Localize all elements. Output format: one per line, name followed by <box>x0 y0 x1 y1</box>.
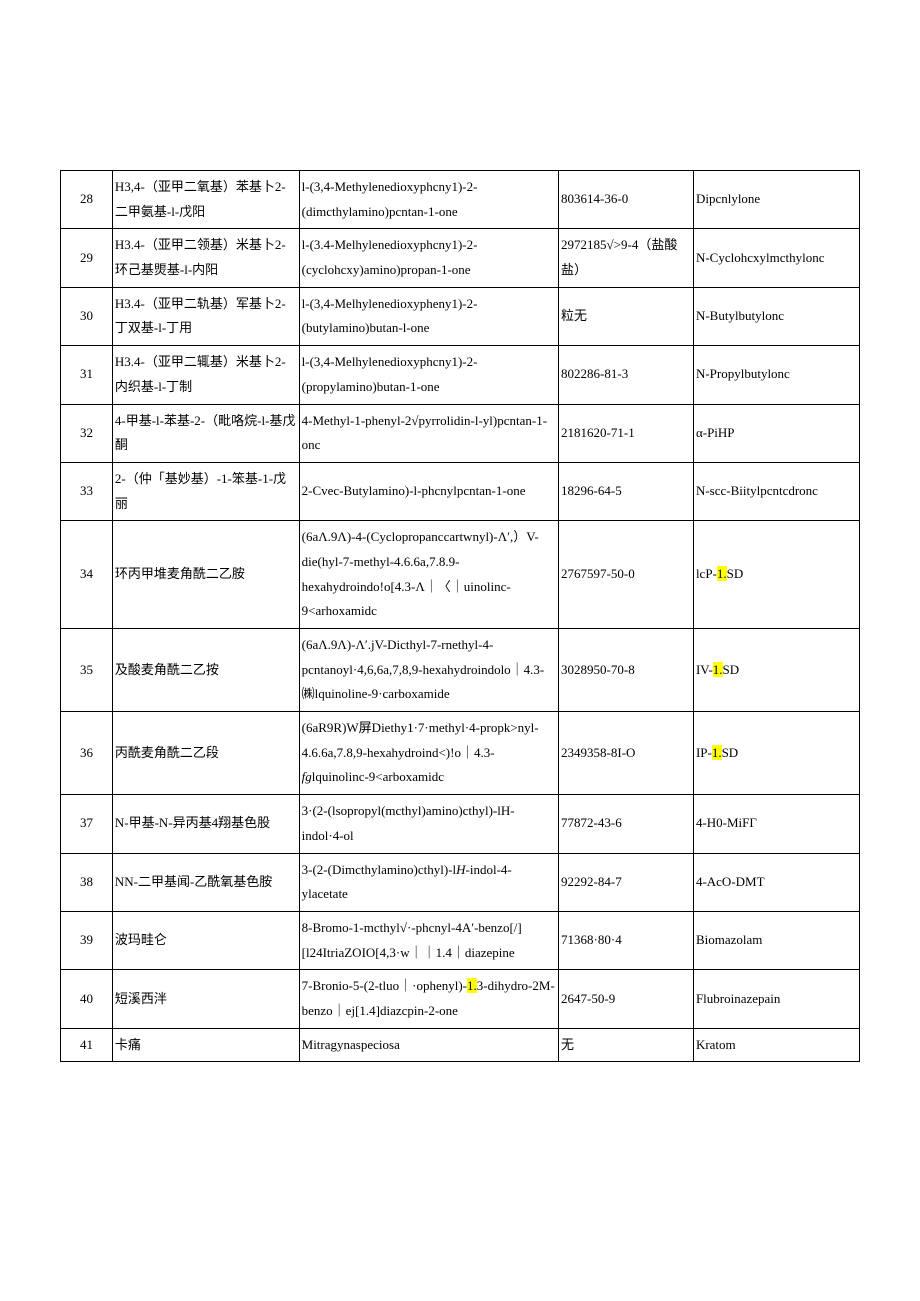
cell-en: 4-Methyl-1-phenyl-2√pyrrolidin-l-yl)pcnt… <box>299 404 558 462</box>
cell-en: l-(3,4-Melhylenedioxypheny1)-2-(butylami… <box>299 287 558 345</box>
cell-en: (6aΛ.9Λ)-Λʹ.jV-Dicthyl-7-rnethyl-4-pcnta… <box>299 629 558 712</box>
table-body: 28 H3,4-（亚甲二氧基）苯基卜2-二甲氨基-l-戊阳 l-(3,4-Met… <box>61 171 860 1062</box>
table-row: 28 H3,4-（亚甲二氧基）苯基卜2-二甲氨基-l-戊阳 l-(3,4-Met… <box>61 171 860 229</box>
cell-cn: 4-甲基-l-苯基-2-（毗咯烷-l-基戊酮 <box>112 404 299 462</box>
cell-cas: 无 <box>559 1028 694 1062</box>
table-row: 41 卡痛 Mitragynaspeciosa 无 Kratom <box>61 1028 860 1062</box>
cell-num: 39 <box>61 911 113 969</box>
page-container: 28 H3,4-（亚甲二氧基）苯基卜2-二甲氨基-l-戊阳 l-(3,4-Met… <box>0 0 920 1301</box>
table-row: 38 NN-二甲基闻-乙酰氧基色胺 3-(2-(Dimcthylamino)ct… <box>61 853 860 911</box>
cell-en: l-(3,4-Melhylenedioxyphcny1)-2-(propylam… <box>299 346 558 404</box>
cell-num: 31 <box>61 346 113 404</box>
cell-common: N-scc-Biitylpcntcdronc <box>693 462 859 520</box>
cell-cn: 及酸麦角酰二乙按 <box>112 629 299 712</box>
table-row: 35 及酸麦角酰二乙按 (6aΛ.9Λ)-Λʹ.jV-Dicthyl-7-rne… <box>61 629 860 712</box>
cell-num: 28 <box>61 171 113 229</box>
cell-num: 33 <box>61 462 113 520</box>
cell-num: 30 <box>61 287 113 345</box>
cell-cas: 3028950-70-8 <box>559 629 694 712</box>
table-row: 39 波玛畦仑 8-Bromo-1-mcthyl√·-phcnyl-4Aʹ-be… <box>61 911 860 969</box>
table-row: 31 H3.4-（亚甲二辄基）米基卜2-内织基-l-丁制 l-(3,4-Melh… <box>61 346 860 404</box>
cell-common: Biomazolam <box>693 911 859 969</box>
cell-cas: 2647-50-9 <box>559 970 694 1028</box>
cell-cas: 803614-36-0 <box>559 171 694 229</box>
cell-num: 37 <box>61 795 113 853</box>
cell-common: Dipcnlylone <box>693 171 859 229</box>
cell-en: 2-Cvec-Butylamino)-l-phcnylpcntan-1-one <box>299 462 558 520</box>
cell-num: 38 <box>61 853 113 911</box>
cell-cas: 77872-43-6 <box>559 795 694 853</box>
cell-cn: 短溪西泮 <box>112 970 299 1028</box>
cell-cas: 粒无 <box>559 287 694 345</box>
cell-common: lcP-1.SD <box>693 521 859 629</box>
table-row: 33 2-（仲「基妙基）-1-笨基-1-戊丽 2-Cvec-Butylamino… <box>61 462 860 520</box>
cell-num: 41 <box>61 1028 113 1062</box>
cell-common: N-Cyclohcxylmcthylonc <box>693 229 859 287</box>
cell-num: 36 <box>61 712 113 795</box>
cell-en: l-(3,4-Methylenedioxyphcny1)-2-(dimcthyl… <box>299 171 558 229</box>
table-row: 32 4-甲基-l-苯基-2-（毗咯烷-l-基戊酮 4-Methyl-1-phe… <box>61 404 860 462</box>
cell-en: Mitragynaspeciosa <box>299 1028 558 1062</box>
cell-num: 29 <box>61 229 113 287</box>
cell-num: 35 <box>61 629 113 712</box>
cell-cn: H3.4-（亚甲二辄基）米基卜2-内织基-l-丁制 <box>112 346 299 404</box>
cell-cas: 2181620-71-1 <box>559 404 694 462</box>
cell-num: 40 <box>61 970 113 1028</box>
table-row: 30 H3.4-（亚甲二轨基）军基卜2-丁双基-l-丁用 l-(3,4-Melh… <box>61 287 860 345</box>
cell-cn: NN-二甲基闻-乙酰氧基色胺 <box>112 853 299 911</box>
cell-common: 4-AcO-DMT <box>693 853 859 911</box>
cell-common: Kratom <box>693 1028 859 1062</box>
cell-en: 3·(2-(lsopropyl(mcthyl)amino)cthyl)-lH-i… <box>299 795 558 853</box>
cell-cn: H3.4-（亚甲二领基）米基卜2-环己基煚基-l-内阳 <box>112 229 299 287</box>
cell-cas: 18296-64-5 <box>559 462 694 520</box>
cell-cas: 2349358-8I-O <box>559 712 694 795</box>
table-row: 40 短溪西泮 7-Bronio-5-(2-tluo｜·ophenyl)-1.3… <box>61 970 860 1028</box>
cell-en: (6aR9R)W屏Diethy1·7·methyl·4-propk>nyl-4.… <box>299 712 558 795</box>
cell-common: IV-1.SD <box>693 629 859 712</box>
cell-en: 7-Bronio-5-(2-tluo｜·ophenyl)-1.3-dihydro… <box>299 970 558 1028</box>
table-row: 37 N-甲基-N-异丙基4翔基色股 3·(2-(lsopropyl(mcthy… <box>61 795 860 853</box>
cell-cn: H3,4-（亚甲二氧基）苯基卜2-二甲氨基-l-戊阳 <box>112 171 299 229</box>
table-row: 36 丙酰麦角酰二乙段 (6aR9R)W屏Diethy1·7·methyl·4-… <box>61 712 860 795</box>
cell-cas: 2767597-50-0 <box>559 521 694 629</box>
cell-en: 8-Bromo-1-mcthyl√·-phcnyl-4Aʹ-benzo[/][l… <box>299 911 558 969</box>
cell-cn: 波玛畦仑 <box>112 911 299 969</box>
cell-cn: 卡痛 <box>112 1028 299 1062</box>
table-row: 34 环丙甲堆麦角酰二乙胺 (6aΛ.9Λ)-4-(Cyclopropancca… <box>61 521 860 629</box>
cell-en: 3-(2-(Dimcthylamino)cthyl)-lH-indol-4-yl… <box>299 853 558 911</box>
cell-num: 34 <box>61 521 113 629</box>
cell-cn: N-甲基-N-异丙基4翔基色股 <box>112 795 299 853</box>
cell-en: l-(3.4-Melhylenedioxyphcny1)-2-(cyclohcx… <box>299 229 558 287</box>
cell-cn: 环丙甲堆麦角酰二乙胺 <box>112 521 299 629</box>
cell-cas: 802286-81-3 <box>559 346 694 404</box>
cell-common: 4-H0-MiFГ <box>693 795 859 853</box>
substances-table: 28 H3,4-（亚甲二氧基）苯基卜2-二甲氨基-l-戊阳 l-(3,4-Met… <box>60 170 860 1062</box>
cell-cas: 2972185√>9-4（盐酸盐） <box>559 229 694 287</box>
cell-common: Flubroinazepain <box>693 970 859 1028</box>
cell-cas: 92292-84-7 <box>559 853 694 911</box>
cell-num: 32 <box>61 404 113 462</box>
cell-common: α-PiHP <box>693 404 859 462</box>
cell-cn: H3.4-（亚甲二轨基）军基卜2-丁双基-l-丁用 <box>112 287 299 345</box>
cell-common: IP-1.SD <box>693 712 859 795</box>
cell-cn: 丙酰麦角酰二乙段 <box>112 712 299 795</box>
cell-common: N-Propylbutylonc <box>693 346 859 404</box>
cell-cn: 2-（仲「基妙基）-1-笨基-1-戊丽 <box>112 462 299 520</box>
table-row: 29 H3.4-（亚甲二领基）米基卜2-环己基煚基-l-内阳 l-(3.4-Me… <box>61 229 860 287</box>
cell-en: (6aΛ.9Λ)-4-(Cyclopropanccartwnyl)-Λʹ,）V-… <box>299 521 558 629</box>
cell-common: N-Butylbutylonc <box>693 287 859 345</box>
cell-cas: 71368·80·4 <box>559 911 694 969</box>
